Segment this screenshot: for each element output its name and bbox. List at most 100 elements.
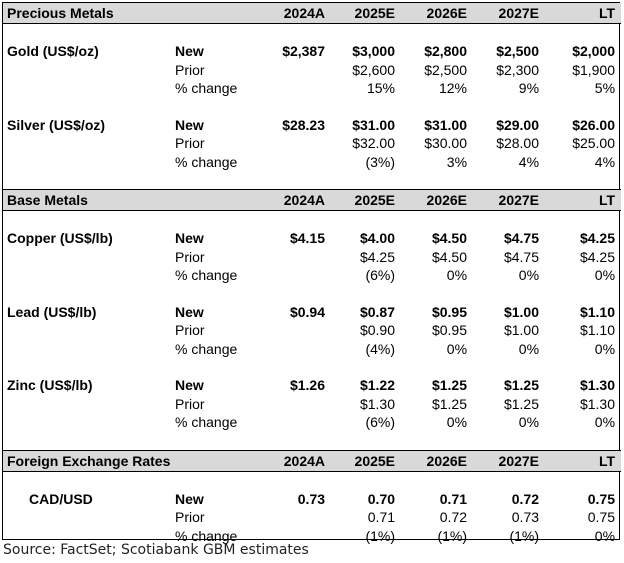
- value-cell: $4.50: [431, 230, 468, 246]
- table-row: Prior 0.71 0.72 0.73 0.75: [3, 508, 621, 527]
- value-cell: $2,387: [282, 43, 326, 59]
- column-header: LT: [545, 449, 622, 472]
- value-cell: (1%): [437, 527, 468, 544]
- row-label: Prior: [175, 135, 205, 151]
- section-title: Base Metals: [3, 189, 266, 211]
- row-label: New: [175, 490, 204, 507]
- commodity-name: Gold (US$/oz): [7, 43, 99, 59]
- value-cell: [265, 61, 331, 80]
- value-cell: $0.95: [431, 322, 468, 338]
- row-label: New: [175, 43, 204, 59]
- value-cell: (1%): [365, 527, 396, 544]
- value-cell: $1,900: [572, 61, 616, 78]
- value-cell: (6%): [365, 414, 396, 430]
- section-title: Foreign Exchange Rates: [3, 449, 266, 472]
- spacer-cell: [3, 432, 621, 451]
- value-cell: 0%: [518, 414, 540, 430]
- row-label: Prior: [175, 509, 205, 525]
- table-row: Gold (US$/oz) New $2,387 $3,000 $2,800 $2,500…: [3, 42, 621, 61]
- column-header: 2026E: [401, 189, 474, 211]
- row-label: Prior: [175, 248, 205, 265]
- source-note: Source: FactSet; Scotiabank GBM estimate…: [3, 542, 309, 558]
- spacer-cell: [3, 211, 621, 230]
- row-label: New: [175, 377, 204, 393]
- value-cell: $2,000: [572, 43, 616, 59]
- value-cell: $0.87: [359, 303, 396, 320]
- column-header: 2025E: [331, 189, 402, 211]
- table-row: % change (6%) 0% 0% 0%: [3, 266, 621, 285]
- spacer-row: [3, 432, 621, 451]
- commodity-name: Zinc (US$/lb): [7, 377, 93, 393]
- estimates-table-frame: Precious Metals 2024A 2025E 2026E 2027E LT Gol…: [2, 2, 622, 544]
- value-cell: $28.23: [282, 116, 326, 133]
- row-label: % change: [175, 527, 238, 544]
- commodity-name: Lead (US$/lb): [7, 303, 97, 320]
- value-cell: $4.00: [359, 230, 396, 246]
- section-title: Precious Metals: [3, 3, 266, 24]
- spacer-cell: [3, 98, 621, 116]
- value-cell: [265, 134, 331, 153]
- commodity-estimates-table: Precious Metals 2024A 2025E 2026E 2027E LT Gol…: [3, 3, 622, 563]
- commodity-name: [3, 340, 175, 359]
- spacer-cell: [3, 24, 621, 43]
- spacer-row: [3, 471, 621, 490]
- table-row: Copper (US$/lb) New $4.15 $4.00 $4.50 $4.75 $4…: [3, 229, 621, 248]
- value-cell: [265, 413, 331, 432]
- table-row: Prior $4.25 $4.50 $4.75 $4.25: [3, 248, 621, 267]
- table-row: Prior $0.90 $0.95 $1.00 $1.10: [3, 321, 621, 340]
- section-header: Foreign Exchange Rates 2024A 2025E 2026E 202…: [3, 449, 622, 472]
- value-cell: $2,500: [496, 43, 540, 59]
- row-label: % change: [175, 340, 238, 357]
- spacer-cell: [3, 471, 621, 490]
- value-cell: (6%): [365, 267, 396, 283]
- spacer-row: [3, 98, 621, 116]
- value-cell: 0.75: [587, 490, 616, 507]
- value-cell: (3%): [365, 153, 396, 170]
- spacer-row: [3, 211, 621, 230]
- value-cell: $28.00: [496, 135, 540, 151]
- commodity-name: [3, 321, 175, 340]
- value-cell: $2,600: [352, 61, 396, 78]
- table-row: CAD/USD New 0.73 0.70 0.71 0.72 0.75: [3, 490, 621, 509]
- value-cell: $2,500: [424, 61, 468, 78]
- value-cell: 0%: [594, 527, 616, 544]
- row-label: % change: [175, 80, 238, 96]
- value-cell: $1.00: [503, 303, 540, 320]
- row-label: New: [175, 116, 204, 133]
- commodity-name: [3, 508, 175, 527]
- commodity-name: [3, 266, 175, 285]
- table-body: Precious Metals 2024A 2025E 2026E 2027E LT Gol…: [3, 3, 622, 563]
- value-cell: 9%: [518, 80, 540, 96]
- value-cell: [265, 340, 331, 359]
- value-cell: 0.75: [587, 509, 616, 525]
- value-cell: $0.90: [359, 322, 396, 338]
- value-cell: $31.00: [352, 116, 396, 133]
- value-cell: $26.00: [572, 116, 616, 133]
- value-cell: $4.75: [503, 248, 540, 265]
- column-header: 2027E: [473, 449, 546, 472]
- value-cell: 12%: [438, 80, 468, 96]
- value-cell: $4.75: [503, 230, 540, 246]
- column-header: 2024A: [265, 449, 332, 472]
- value-cell: $1.26: [289, 377, 326, 393]
- section-header: Precious Metals 2024A 2025E 2026E 2027E LT: [3, 3, 622, 24]
- value-cell: $31.00: [424, 116, 468, 133]
- value-cell: $3,000: [352, 43, 396, 59]
- spacer-row: [3, 24, 621, 43]
- value-cell: 0%: [446, 340, 468, 357]
- value-cell: $29.00: [496, 116, 540, 133]
- value-cell: [265, 79, 331, 98]
- spacer-row: [3, 358, 621, 376]
- spacer-cell: [3, 171, 621, 190]
- value-cell: $2,300: [496, 61, 540, 78]
- value-cell: 0%: [446, 267, 468, 283]
- spacer-cell: [3, 358, 621, 376]
- table-row: Prior $32.00 $30.00 $28.00 $25.00: [3, 134, 621, 153]
- value-cell: $32.00: [352, 135, 396, 151]
- commodity-name: [3, 248, 175, 267]
- column-header: 2027E: [473, 189, 546, 211]
- commodity-name: [3, 61, 175, 80]
- spacer-row: [3, 285, 621, 303]
- column-header: 2024A: [265, 3, 332, 24]
- commodity-name: [3, 79, 175, 98]
